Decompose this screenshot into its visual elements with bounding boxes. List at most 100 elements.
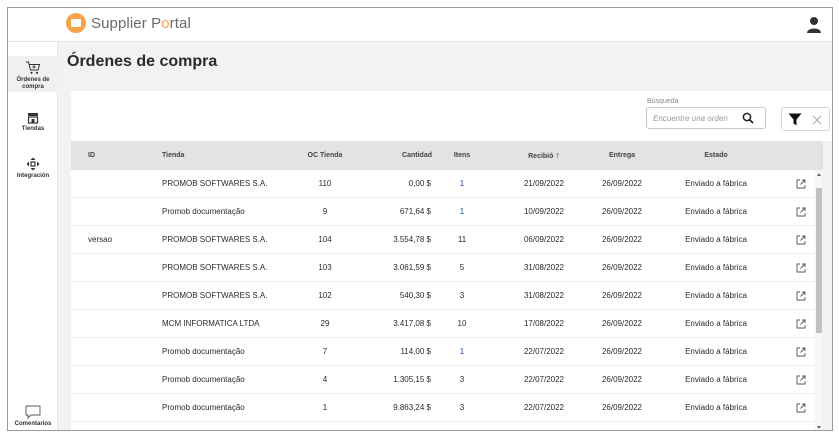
cell-entrega: 26/09/2022 <box>601 347 643 356</box>
table-row[interactable]: MCM INFORMATICA LTDA 29 3.417,08 $ 10 17/08/… <box>71 310 823 338</box>
open-external-icon[interactable] <box>796 319 806 329</box>
logo[interactable]: Supplier Portal <box>66 13 191 33</box>
cell-recibio: 31/08/2022 <box>523 291 565 300</box>
cell-itens: 11 <box>457 235 467 244</box>
cell-entrega: 26/09/2022 <box>601 319 643 328</box>
sidebar-item-tiendas[interactable]: Tiendas <box>8 112 58 133</box>
table-row[interactable]: versao PROMOB SOFTWARES S.A. 104 3.554,78 $… <box>71 226 823 254</box>
cell-oc-tienda: 29 <box>320 319 330 328</box>
scroll-up-arrow-icon[interactable] <box>817 173 821 176</box>
user-icon[interactable] <box>806 16 822 34</box>
cart-icon <box>26 61 41 74</box>
logo-badge-icon <box>66 13 86 33</box>
cell-tienda: Promob documentação <box>162 403 245 412</box>
table-row[interactable]: Promob documentação 4 1.305,15 $ 3 22/07/202… <box>71 366 823 394</box>
cell-itens[interactable]: 1 <box>459 347 465 356</box>
filter-icon[interactable] <box>788 113 802 126</box>
cell-estado: Enviado a fábrica <box>685 235 747 244</box>
cell-itens[interactable]: 1 <box>459 179 465 188</box>
sidebar: Órdenes de compra Tiendas Integración <box>8 42 58 430</box>
integration-icon <box>26 157 40 171</box>
clear-filter-icon[interactable] <box>812 115 822 125</box>
header-recibio[interactable]: Recibió ↑ <box>511 141 577 170</box>
store-icon <box>27 113 39 124</box>
cell-itens[interactable]: 1 <box>459 207 465 216</box>
cell-cantidad: 1.305,15 $ <box>393 375 431 384</box>
header-itens[interactable]: Itens <box>453 152 471 159</box>
app-window: Supplier Portal Órdenes de compra Tiendas <box>7 7 833 431</box>
open-external-icon[interactable] <box>796 375 806 385</box>
sidebar-label: Órdenes de compra <box>16 77 50 90</box>
cell-recibio: 22/07/2022 <box>523 403 565 412</box>
header-estado[interactable]: Estado <box>704 152 728 159</box>
cell-estado: Enviado a fábrica <box>685 347 747 356</box>
cell-oc-tienda: 102 <box>318 291 332 300</box>
cell-entrega: 26/09/2022 <box>601 179 643 188</box>
table-row[interactable]: Promob documentação 7 114,00 $ 1 22/07/2022 2… <box>71 338 823 366</box>
cell-recibio: 31/08/2022 <box>523 263 565 272</box>
cell-entrega: 26/09/2022 <box>601 403 643 412</box>
scroll-down-arrow-icon[interactable] <box>817 426 821 429</box>
open-external-icon[interactable] <box>796 403 806 413</box>
cell-entrega: 26/09/2022 <box>601 291 643 300</box>
header-cantidad[interactable]: Cantidad <box>402 152 432 159</box>
cell-recibio: 22/07/2022 <box>523 375 565 384</box>
sidebar-item-comentarios[interactable]: Comentarios <box>8 405 58 428</box>
cell-estado: Enviado a fábrica <box>685 263 747 272</box>
search-icon[interactable] <box>742 112 754 124</box>
header-oc-tienda[interactable]: OC Tienda <box>307 152 343 159</box>
search-card: Búsqueda <box>71 91 832 141</box>
cell-itens: 3 <box>459 403 465 412</box>
open-external-icon[interactable] <box>796 207 806 217</box>
cell-cantidad: 114,00 $ <box>400 347 431 356</box>
table-row[interactable]: PROMOB SOFTWARES S.A. 110 0,00 $ 1 21/09/202… <box>71 170 823 198</box>
cell-oc-tienda: 4 <box>322 375 328 384</box>
cell-oc-tienda: 9 <box>322 207 328 216</box>
cell-cantidad: 0,00 $ <box>408 179 431 188</box>
open-external-icon[interactable] <box>796 179 806 189</box>
cell-tienda: Promob documentação <box>162 375 245 384</box>
cell-cantidad: 671,64 $ <box>399 207 431 216</box>
cell-cantidad: 3.061,59 $ <box>393 263 431 272</box>
comment-icon <box>25 405 41 419</box>
filter-controls <box>781 107 830 131</box>
cell-id: versao <box>88 235 113 244</box>
table-row[interactable]: Promob documentação 1 9.863,24 $ 3 22/07/202… <box>71 394 823 422</box>
cell-estado: Enviado a fábrica <box>685 403 747 412</box>
cell-oc-tienda: 1 <box>322 403 328 412</box>
cell-itens: 5 <box>459 263 465 272</box>
table-header: ID Tienda OC Tienda Cantidad Itens Recib… <box>71 141 823 170</box>
scroll-thumb[interactable] <box>816 188 822 333</box>
table-scrollbar[interactable] <box>815 170 823 430</box>
cell-estado: Enviado a fábrica <box>685 179 747 188</box>
cell-tienda: PROMOB SOFTWARES S.A. <box>162 235 268 244</box>
cell-estado: Enviado a fábrica <box>685 207 747 216</box>
cell-itens: 3 <box>459 375 465 384</box>
top-bar: Supplier Portal <box>8 8 832 42</box>
open-external-icon[interactable] <box>796 263 806 273</box>
cell-tienda: Promob documentação <box>162 207 245 216</box>
open-external-icon[interactable] <box>796 235 806 245</box>
table-row[interactable]: PROMOB SOFTWARES S.A. 103 3.061,59 $ 5 31/08… <box>71 254 823 282</box>
cell-oc-tienda: 7 <box>322 347 328 356</box>
cell-estado: Enviado a fábrica <box>685 375 747 384</box>
cell-recibio: 22/07/2022 <box>523 347 565 356</box>
table-row[interactable]: PROMOB SOFTWARES S.A. 102 540,30 $ 3 31/08/2… <box>71 282 823 310</box>
search-input[interactable] <box>646 107 766 129</box>
cell-tienda: PROMOB SOFTWARES S.A. <box>162 291 268 300</box>
open-external-icon[interactable] <box>796 347 806 357</box>
open-external-icon[interactable] <box>796 291 806 301</box>
cell-cantidad: 540,30 $ <box>399 291 431 300</box>
cell-entrega: 26/09/2022 <box>601 207 643 216</box>
sidebar-item-ordenes[interactable]: Órdenes de compra <box>8 56 58 92</box>
header-tienda[interactable]: Tienda <box>162 152 185 159</box>
cell-oc-tienda: 110 <box>318 179 332 188</box>
page-title: Órdenes de compra <box>67 53 218 70</box>
cell-itens: 10 <box>457 319 467 328</box>
cell-cantidad: 3.417,08 $ <box>393 319 431 328</box>
cell-tienda: Promob documentação <box>162 347 245 356</box>
header-id[interactable]: ID <box>88 152 95 159</box>
header-entrega[interactable]: Entrega <box>608 152 636 159</box>
sidebar-item-integracion[interactable]: Integración <box>8 157 58 180</box>
table-row[interactable]: Promob documentação 9 671,64 $ 1 10/09/2022 2… <box>71 198 823 226</box>
